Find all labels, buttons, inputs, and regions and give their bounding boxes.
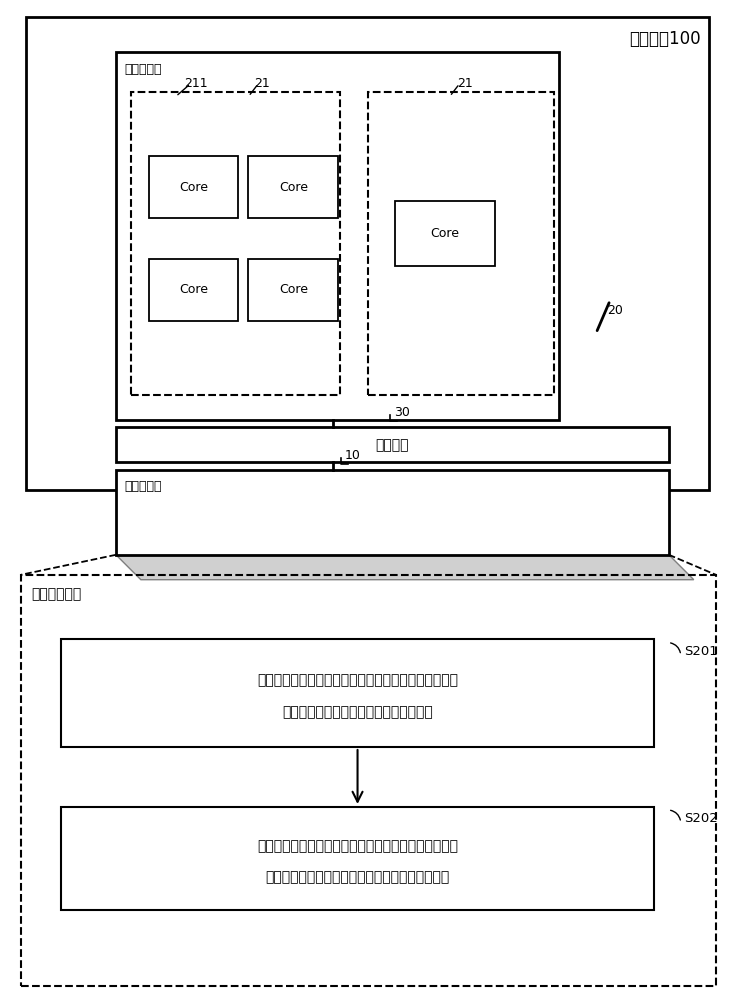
Text: 21: 21 [457, 77, 472, 90]
Bar [368, 92, 554, 395]
Text: 在所述调频模式为与所述硬件调频参数对应的硬件调频: 在所述调频模式为与所述硬件调频参数对应的硬件调频 [257, 839, 458, 853]
Text: Core: Core [179, 181, 208, 194]
Text: 模式时，响应于第一调节指令，执行硬件调频过程: 模式时，响应于第一调节指令，执行硬件调频过程 [265, 870, 450, 884]
Bar [61, 807, 654, 910]
Text: 30: 30 [394, 406, 411, 419]
Text: 211: 211 [184, 77, 208, 90]
Text: 10: 10 [345, 449, 360, 462]
Bar [27, 17, 709, 490]
Bar [248, 259, 338, 321]
Bar [149, 259, 239, 321]
Polygon shape [116, 555, 694, 580]
Text: 21: 21 [254, 77, 270, 90]
Text: 第一处理器: 第一处理器 [124, 480, 161, 493]
Bar [395, 201, 495, 266]
Text: Core: Core [179, 283, 208, 296]
Text: 片上网络: 片上网络 [376, 438, 409, 452]
Text: Core: Core [279, 181, 308, 194]
Bar [131, 92, 340, 395]
Bar [21, 575, 716, 986]
Bar [116, 427, 669, 462]
Text: Core: Core [279, 283, 308, 296]
Text: 第二处理器: 第二处理器 [124, 63, 161, 76]
Text: S201: S201 [684, 645, 718, 658]
Text: 频率控制方法: 频率控制方法 [31, 588, 82, 602]
Bar [61, 639, 654, 747]
Text: ，并基于所述调频模式参数配置调频模式: ，并基于所述调频模式参数配置调频模式 [282, 706, 433, 720]
Text: 响应于目标中断，从所述共享内存中读取调频模式参数: 响应于目标中断，从所述共享内存中读取调频模式参数 [257, 673, 458, 687]
Text: Core: Core [430, 227, 459, 240]
Bar [248, 156, 338, 218]
Text: S202: S202 [684, 812, 718, 825]
Text: 片上系统100: 片上系统100 [629, 30, 701, 48]
Text: 20: 20 [607, 304, 623, 317]
Bar [116, 470, 669, 555]
Bar [116, 52, 559, 420]
Bar [149, 156, 239, 218]
